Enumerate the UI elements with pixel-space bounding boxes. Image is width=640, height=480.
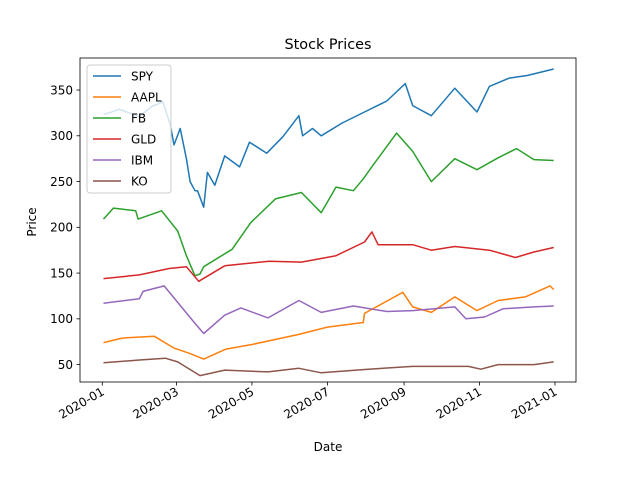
series-line-ko <box>103 357 554 377</box>
plot-frame <box>79 57 577 383</box>
series-line-spy <box>103 68 554 208</box>
y-tick-label: 150 <box>50 266 73 280</box>
legend-label-gld: GLD <box>131 132 156 146</box>
legend-box <box>86 64 172 194</box>
y-tick-label: 350 <box>50 83 73 97</box>
y-tick-label: 250 <box>50 175 73 189</box>
series-line-ibm <box>103 285 554 335</box>
series-line-gld <box>103 231 554 283</box>
series-layer <box>102 68 555 377</box>
legend-label-ibm: IBM <box>131 153 153 167</box>
legend-label-fb: FB <box>131 111 146 125</box>
legend-label-spy: SPY <box>131 69 154 83</box>
y-tick-label: 300 <box>50 129 73 143</box>
y-tick-label: 200 <box>50 221 73 235</box>
series-line-aapl <box>103 285 555 360</box>
y-axis-title: Price <box>25 207 39 236</box>
legend-label-aapl: AAPL <box>131 90 162 104</box>
y-tick-label: 100 <box>50 312 73 326</box>
y-tick-label: 50 <box>58 358 73 372</box>
chart-title: Stock Prices <box>284 37 371 53</box>
x-axis-title: Date <box>314 440 343 454</box>
series-line-fb <box>102 132 554 277</box>
legend-label-ko: KO <box>131 174 148 188</box>
legend: SPY AAPL FB GLD IBM KO <box>86 64 172 194</box>
